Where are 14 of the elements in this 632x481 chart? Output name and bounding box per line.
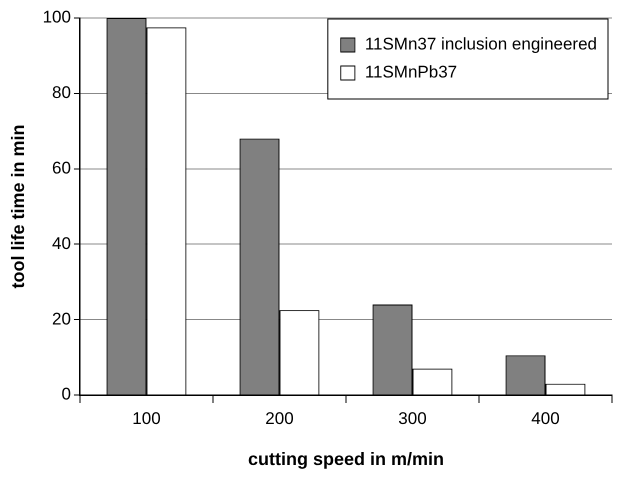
y-axis-title: tool life time in min bbox=[8, 124, 28, 289]
legend-label: 11SMn37 inclusion engineered bbox=[364, 34, 598, 54]
y-tick-label: 60 bbox=[52, 158, 71, 178]
y-tick-label: 20 bbox=[52, 309, 71, 328]
y-tick-label: 0 bbox=[61, 384, 71, 404]
x-tick-label: 300 bbox=[398, 408, 427, 428]
x-tick-label: 100 bbox=[132, 408, 161, 428]
x-axis-title: cutting speed in m/min bbox=[248, 449, 444, 470]
y-tick-label: 100 bbox=[42, 8, 71, 27]
legend-label: 11SMnPb37 bbox=[364, 62, 458, 82]
x-tick-label: 200 bbox=[265, 408, 294, 428]
y-tick-label: 80 bbox=[52, 83, 71, 102]
x-tick-label: 400 bbox=[531, 408, 560, 428]
y-tick-label: 40 bbox=[52, 234, 71, 253]
